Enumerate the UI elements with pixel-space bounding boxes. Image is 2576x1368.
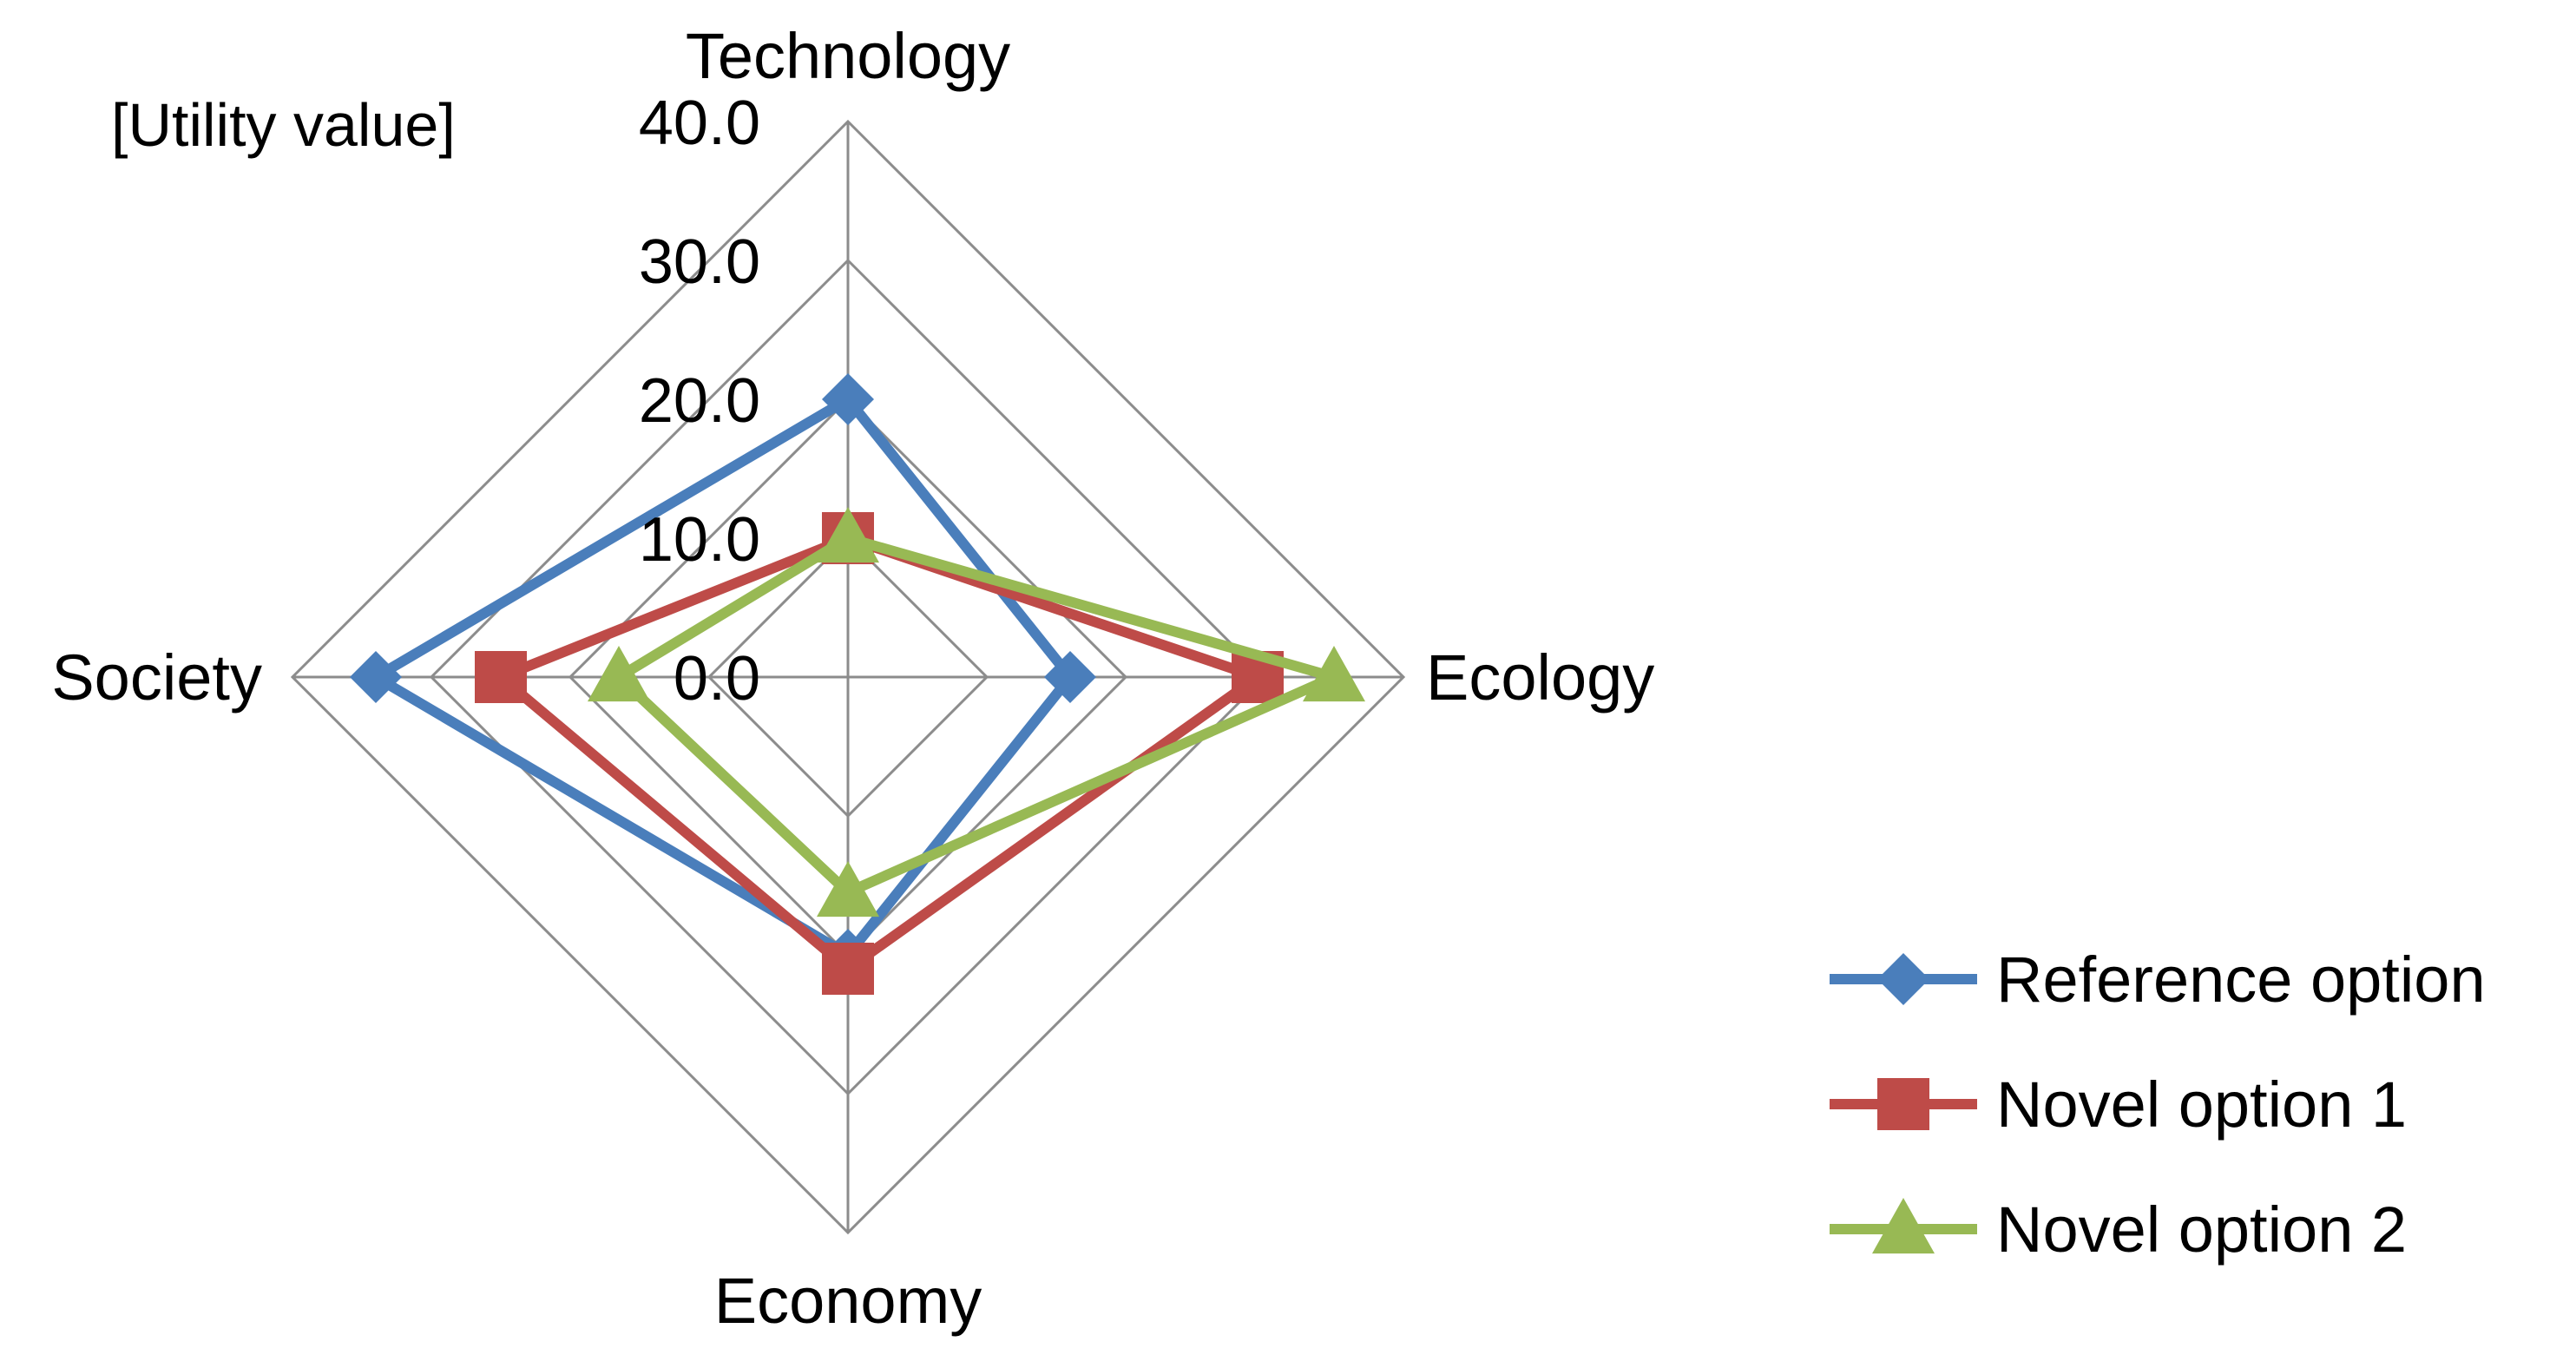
axis-label-economy: Economy (714, 1265, 982, 1337)
point-novel-option-1-economy (822, 943, 874, 995)
legend-label-novel-option-2: Novel option 2 (1996, 1194, 2407, 1266)
axis-label-society: Society (51, 641, 262, 714)
series-layer (350, 373, 1365, 995)
point-novel-option-2-economy (817, 861, 879, 917)
legend-label-novel-option-1: Novel option 1 (1996, 1069, 2407, 1141)
series-line-novel-option-1 (496, 533, 1263, 974)
tick-label-2: 20.0 (639, 366, 760, 436)
point-novel-option-2-ecology (1303, 646, 1365, 702)
legend: Reference option Novel option 1 Novel opti… (1830, 944, 2486, 1266)
legend-marker-novel-option-2 (1872, 1198, 1935, 1254)
tick-label-3: 30.0 (639, 227, 760, 297)
tick-label-1: 10.0 (639, 505, 760, 575)
legend-item-novel-option-2: Novel option 2 (1830, 1194, 2407, 1266)
unit-label: [Utility value] (111, 91, 456, 159)
point-novel-option-2-society (588, 646, 650, 702)
tick-label-4: 40.0 (639, 89, 760, 158)
tick-label-0: 0.0 (674, 644, 760, 714)
series-novel-option-2 (588, 507, 1365, 917)
axis-labels: Technology Ecology Economy Society (51, 20, 1654, 1337)
legend-item-reference-option: Reference option (1830, 944, 2486, 1016)
legend-marker-novel-option-1 (1877, 1078, 1929, 1130)
tick-labels: 0.0 10.0 20.0 30.0 40.0 (639, 89, 760, 714)
axis-label-technology: Technology (686, 20, 1010, 92)
axis-label-ecology: Ecology (1426, 641, 1654, 714)
point-reference-option-society (350, 651, 402, 703)
legend-marker-reference-option (1877, 953, 1929, 1005)
point-reference-option-ecology (1044, 651, 1096, 703)
point-novel-option-1-society (475, 651, 527, 703)
legend-label-reference-option: Reference option (1996, 944, 2486, 1016)
legend-item-novel-option-1: Novel option 1 (1830, 1069, 2407, 1141)
point-reference-option-technology (822, 373, 874, 425)
point-novel-option-2-technology (817, 507, 879, 563)
